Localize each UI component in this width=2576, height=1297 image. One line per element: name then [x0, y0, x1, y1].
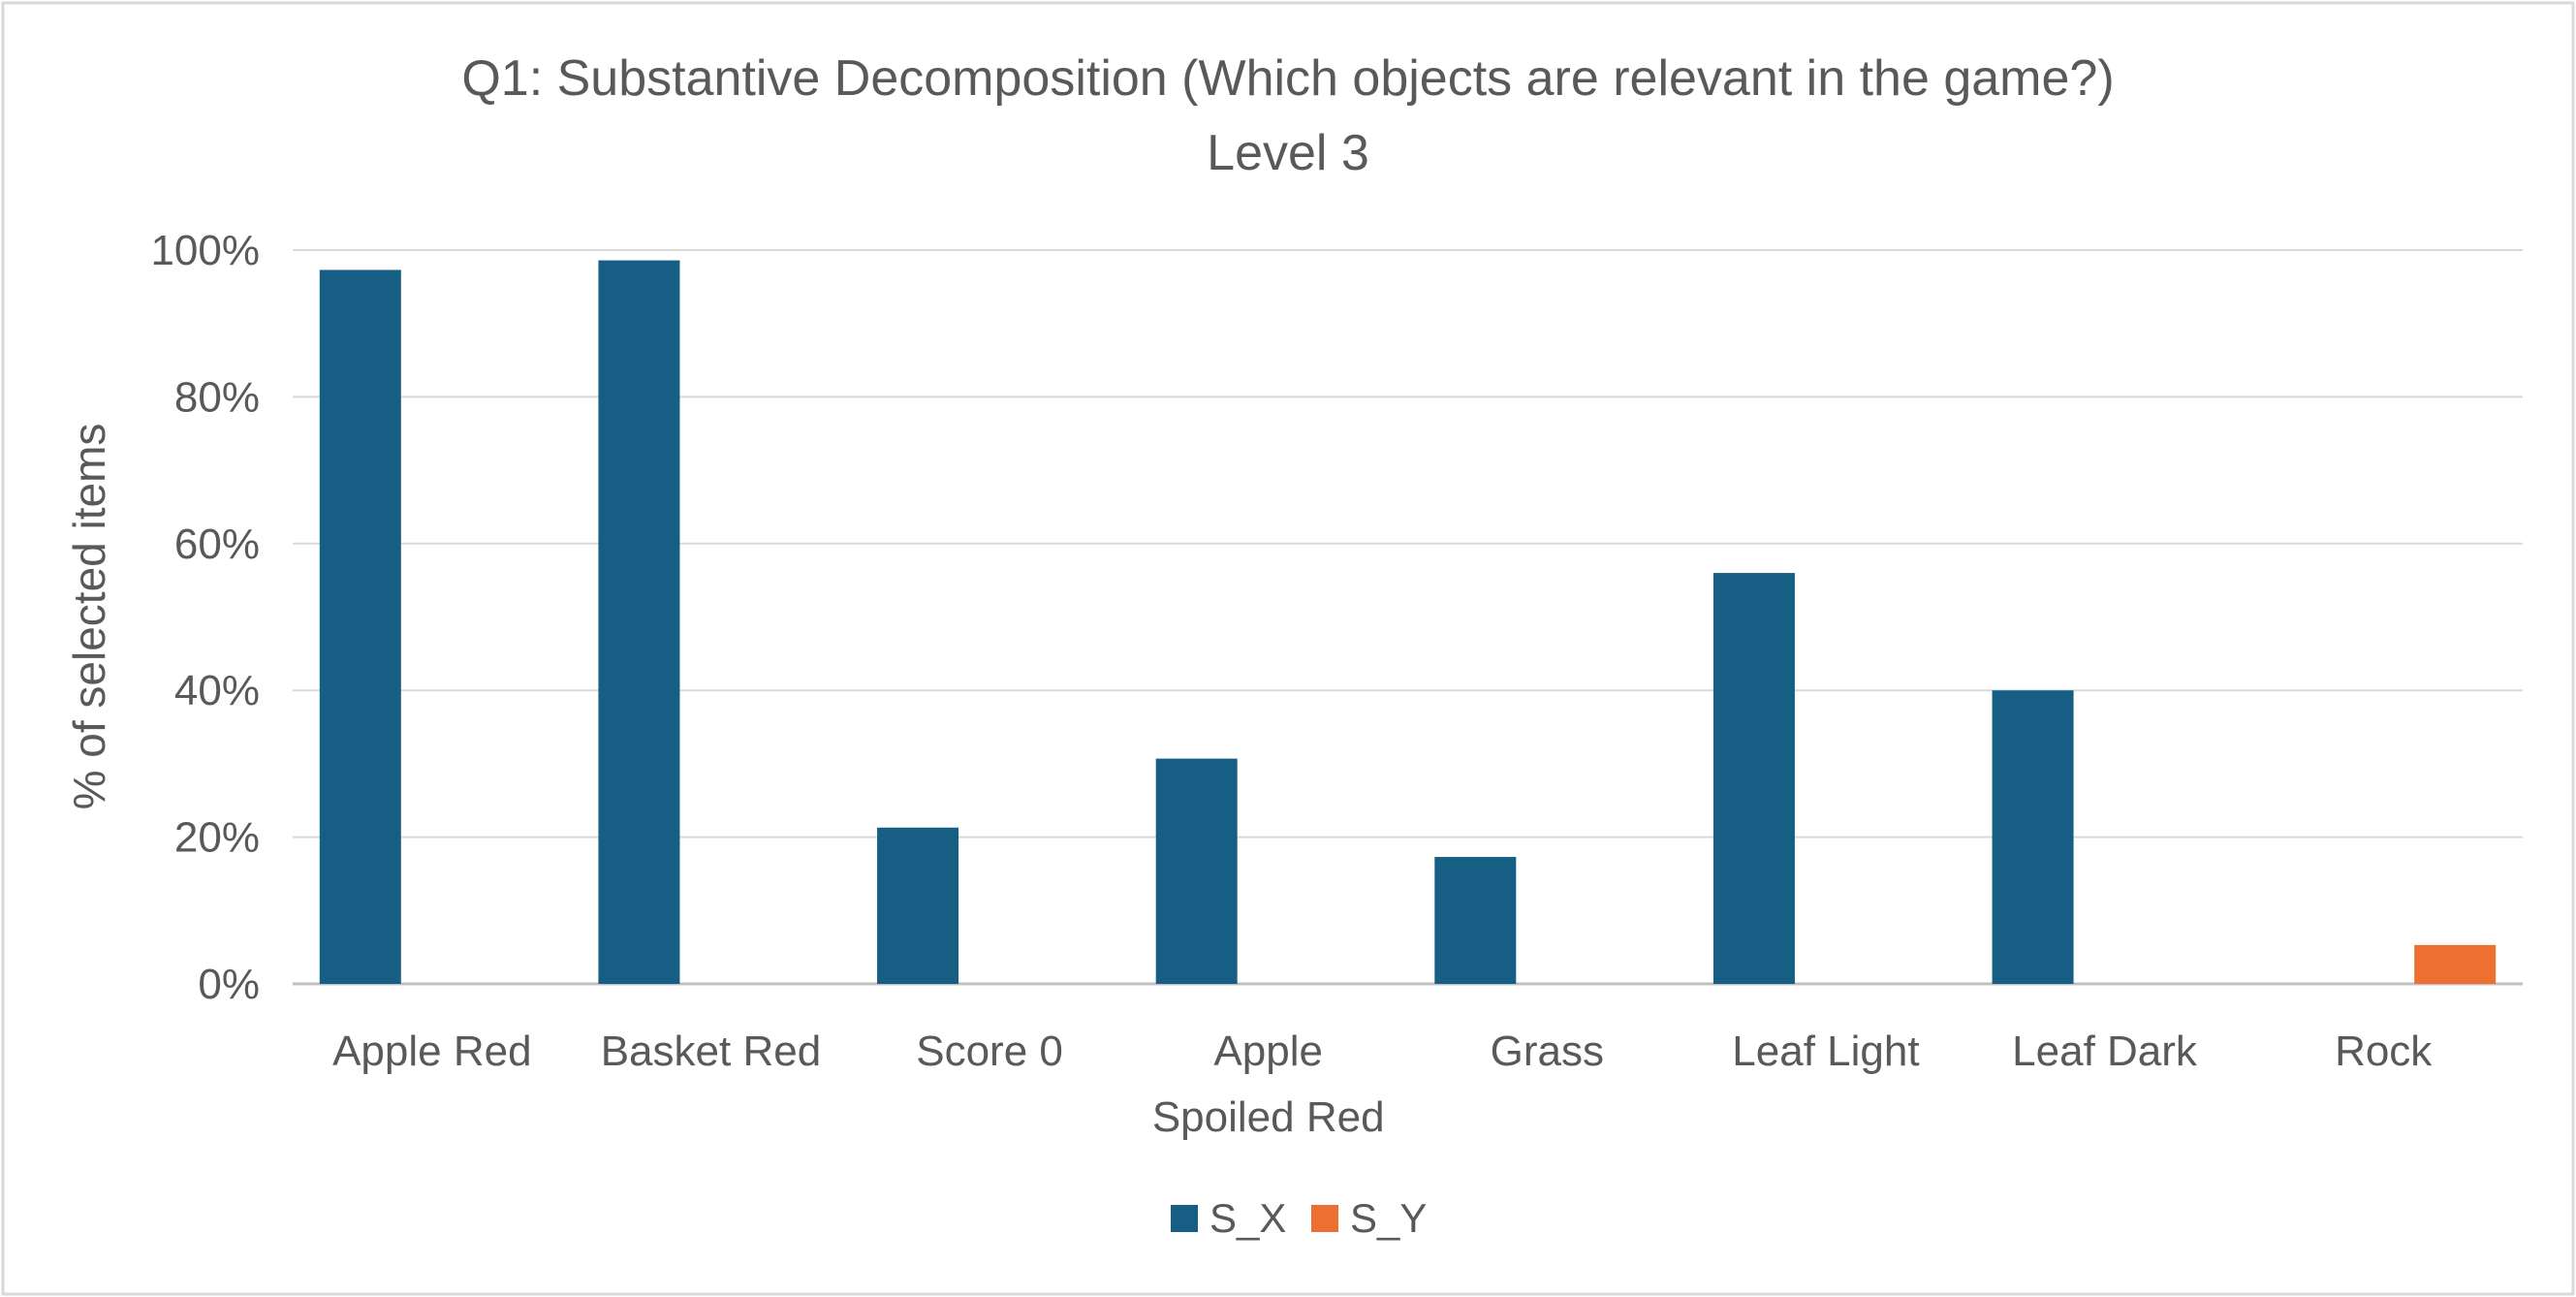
- legend-swatch: [1311, 1205, 1338, 1232]
- bar-s-x: [598, 260, 680, 984]
- legend-label: S_Y: [1350, 1195, 1427, 1241]
- bar-s-y: [2414, 944, 2497, 984]
- y-axis-ticks: 0% 20% 40% 60% 80% 100%: [150, 227, 260, 1008]
- bar-s-x: [1712, 573, 1795, 984]
- bar-s-x: [1155, 758, 1238, 984]
- x-tick-label: Spoiled Red: [1152, 1093, 1385, 1141]
- x-tick-label: Basket Red: [601, 1028, 821, 1075]
- bar-s-x: [877, 827, 959, 984]
- bar-s-x: [319, 269, 401, 985]
- x-tick-label: Apple Red: [332, 1028, 531, 1075]
- bar-s-x: [1434, 857, 1517, 984]
- x-tick-label: Leaf Dark: [2012, 1028, 2198, 1075]
- y-tick-label: 60%: [174, 521, 260, 568]
- bars: [319, 260, 2497, 985]
- x-tick-label: Grass: [1491, 1028, 1604, 1075]
- y-tick-label: 80%: [174, 373, 260, 421]
- x-tick-label: Apple: [1213, 1028, 1323, 1075]
- x-tick-label: Score 0: [916, 1028, 1063, 1075]
- x-tick-label: Rock: [2335, 1028, 2433, 1075]
- y-tick-label: 0%: [198, 961, 260, 1008]
- chart-title: Q1: Substantive Decomposition (Which obj…: [461, 50, 2114, 107]
- legend-swatch: [1171, 1205, 1198, 1232]
- y-tick-label: 100%: [150, 227, 260, 274]
- y-tick-label: 40%: [174, 667, 260, 714]
- legend: S_X S_Y: [1171, 1195, 1427, 1241]
- y-tick-label: 20%: [174, 814, 260, 862]
- chart-subtitle: Level 3: [1207, 125, 1369, 181]
- x-tick-label: Leaf Light: [1732, 1028, 1919, 1075]
- y-axis-label: % of selected items: [64, 424, 114, 810]
- bar-s-x: [1992, 690, 2074, 984]
- legend-label: S_X: [1209, 1195, 1286, 1241]
- x-axis-ticks: Apple Red Basket Red Score 0 Apple Spoiled R…: [332, 1028, 2433, 1141]
